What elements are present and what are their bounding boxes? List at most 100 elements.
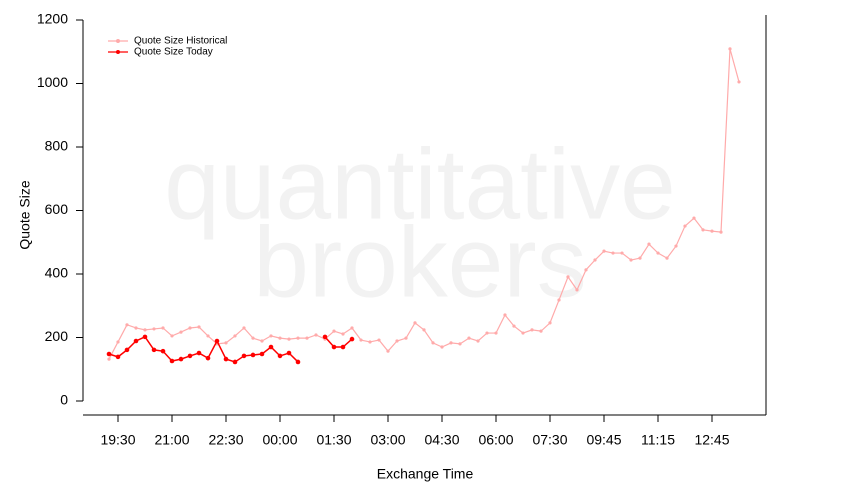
data-point	[683, 224, 687, 228]
data-point	[377, 338, 381, 342]
data-point	[241, 353, 247, 359]
data-point	[179, 330, 183, 334]
data-point	[557, 298, 561, 302]
x-tick-label: 21:00	[154, 432, 189, 448]
y-axis-label: Quote Size	[17, 180, 33, 249]
legend-label: Quote Size Today	[134, 47, 213, 58]
data-point	[503, 313, 507, 317]
x-tick-label: 04:30	[424, 432, 459, 448]
data-point	[395, 339, 399, 343]
data-point	[449, 341, 453, 345]
data-point	[638, 256, 642, 260]
data-point	[629, 258, 633, 262]
data-point	[620, 251, 624, 255]
data-point	[584, 268, 588, 272]
data-point	[106, 351, 112, 357]
y-tick-label: 1000	[37, 74, 68, 90]
x-tick-label: 06:00	[478, 432, 513, 448]
data-point	[566, 275, 570, 279]
data-point	[692, 216, 696, 220]
x-tick-label: 19:30	[100, 432, 135, 448]
data-point	[286, 350, 292, 356]
data-point	[593, 258, 597, 262]
data-point	[151, 347, 157, 353]
data-point	[161, 326, 165, 330]
data-point	[413, 321, 417, 325]
legend-marker	[116, 50, 120, 54]
data-point	[656, 251, 660, 255]
data-point	[115, 354, 121, 360]
data-point	[512, 324, 516, 328]
data-point	[178, 356, 184, 362]
data-point	[278, 336, 282, 340]
data-point	[530, 328, 534, 332]
data-point	[331, 344, 337, 350]
legend-marker	[116, 39, 120, 43]
y-tick-label: 400	[45, 265, 69, 281]
series-line	[108, 335, 353, 363]
watermark: brokers	[253, 206, 586, 318]
data-point	[305, 336, 309, 340]
data-point	[494, 331, 498, 335]
data-point	[422, 328, 426, 332]
data-point	[476, 339, 480, 343]
watermark: quantitative	[164, 128, 675, 240]
data-point	[143, 328, 147, 332]
data-point	[665, 256, 669, 260]
data-point	[340, 344, 346, 350]
data-point	[710, 229, 714, 233]
x-tick-label: 01:30	[316, 432, 351, 448]
data-point	[169, 358, 175, 364]
data-point	[359, 338, 363, 342]
data-point	[737, 80, 741, 84]
data-point	[287, 337, 291, 341]
legend-label: Quote Size Historical	[134, 36, 227, 47]
x-axis-label: Exchange Time	[377, 466, 474, 482]
data-point	[521, 331, 525, 335]
y-tick-label: 800	[45, 138, 69, 154]
data-point	[196, 350, 202, 356]
data-point	[431, 341, 435, 345]
x-tick-label: 09:45	[586, 432, 621, 448]
data-point	[611, 251, 615, 255]
data-point	[295, 359, 301, 365]
data-point	[259, 351, 265, 357]
data-point	[728, 47, 732, 51]
data-point	[440, 345, 444, 349]
y-tick-label: 1200	[37, 11, 68, 27]
data-point	[368, 340, 372, 344]
data-point	[125, 323, 129, 327]
data-point	[232, 359, 238, 365]
x-tick-label: 12:45	[694, 432, 729, 448]
data-point	[197, 325, 201, 329]
data-point	[107, 357, 111, 361]
data-point	[188, 326, 192, 330]
data-point	[548, 321, 552, 325]
x-tick-label: 07:30	[532, 432, 567, 448]
data-point	[134, 326, 138, 330]
data-point	[719, 230, 723, 234]
data-point	[314, 333, 318, 337]
data-point	[602, 249, 606, 253]
x-tick-label: 00:00	[262, 432, 297, 448]
data-point	[206, 334, 210, 338]
data-point	[224, 341, 228, 345]
data-point	[124, 347, 130, 353]
data-point	[674, 244, 678, 248]
y-tick-label: 0	[60, 392, 68, 408]
data-point	[322, 334, 328, 340]
data-point	[187, 353, 193, 359]
data-point	[647, 242, 651, 246]
data-point	[386, 349, 390, 353]
data-point	[205, 355, 211, 361]
data-point	[133, 338, 139, 344]
data-point	[251, 336, 255, 340]
data-point	[467, 336, 471, 340]
data-point	[539, 329, 543, 333]
data-point	[152, 327, 156, 331]
data-point	[277, 353, 283, 359]
data-point	[223, 356, 229, 362]
data-point	[242, 326, 246, 330]
y-tick-label: 600	[45, 201, 69, 217]
